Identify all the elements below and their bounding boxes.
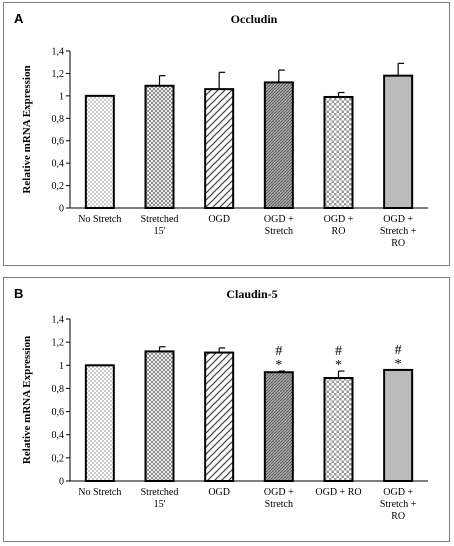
y-axis-label: Relative mRNA Expression: [21, 336, 33, 464]
category-label: OGD: [208, 487, 230, 498]
y-tick-label: 0,4: [52, 159, 65, 170]
y-tick-label: 0,6: [52, 407, 65, 418]
y-tick-label: 0,6: [52, 136, 65, 147]
bar: [144, 350, 175, 483]
y-tick-label: 1,4: [52, 315, 65, 326]
significance-star: *: [275, 358, 282, 373]
y-tick-label: 0,8: [52, 384, 65, 395]
significance-star: *: [335, 358, 342, 373]
panel-label: A: [14, 11, 24, 26]
bar: [204, 88, 235, 209]
y-tick-label: 1: [59, 361, 64, 372]
category-label: 15': [154, 226, 166, 237]
category-label: OGD: [208, 214, 230, 225]
category-label: OGD +: [383, 214, 413, 225]
category-label: OGD +: [264, 487, 294, 498]
category-label: RO: [391, 511, 405, 522]
category-label: Stretch +: [380, 499, 417, 510]
y-tick-label: 1,2: [52, 69, 65, 80]
chart-title: Claudin-5: [226, 287, 277, 301]
significance-hash: #: [395, 343, 402, 358]
bar: [383, 74, 414, 209]
category-label: Stretched: [141, 214, 179, 225]
category-label: No Stretch: [78, 487, 121, 498]
y-tick-label: 0: [59, 477, 64, 488]
category-label: OGD +: [264, 214, 294, 225]
y-tick-label: 1: [59, 91, 64, 102]
bar: [84, 364, 115, 482]
y-tick-label: 0: [59, 204, 64, 215]
category-label: Stretch +: [380, 226, 417, 237]
y-tick-label: 1,4: [52, 47, 65, 58]
significance-hash: #: [335, 344, 342, 359]
y-axis-label: Relative mRNA Expression: [21, 65, 33, 193]
category-label: 15': [154, 499, 166, 510]
category-label: No Stretch: [78, 214, 121, 225]
panel-b: B Claudin-5 Relative mRNA Expression 0 0,2 0,…: [3, 277, 450, 542]
significance-hash: #: [275, 344, 282, 359]
panel-label: B: [14, 286, 23, 301]
category-label: Stretched: [141, 487, 179, 498]
category-label: OGD + RO: [315, 487, 361, 498]
y-tick-label: 1,2: [52, 338, 65, 349]
bar: [204, 351, 235, 482]
category-label: Stretch: [265, 226, 293, 237]
significance-star: *: [395, 357, 402, 372]
bar: [84, 94, 115, 209]
bar: [263, 371, 294, 482]
y-tick-label: 0,2: [52, 181, 65, 192]
category-label: Stretch: [265, 499, 293, 510]
y-tick-label: 0,2: [52, 453, 65, 464]
category-label: RO: [332, 226, 346, 237]
bar: [263, 81, 294, 209]
bar: [323, 95, 354, 209]
bar: [144, 84, 175, 209]
y-tick-label: 0,8: [52, 114, 65, 125]
occludin-chart: A Occludin Relative mRNA Expression 0 0,2 0,4…: [14, 11, 428, 249]
bar: [323, 377, 354, 482]
chart-title: Occludin: [231, 12, 278, 26]
category-label: RO: [391, 238, 405, 249]
panel-a: A Occludin Relative mRNA Expression 0 0,2 0,4…: [3, 2, 450, 266]
y-tick-label: 0,4: [52, 430, 65, 441]
claudin5-chart: B Claudin-5 Relative mRNA Expression 0 0,2 0,…: [14, 286, 428, 522]
category-label: OGD +: [324, 214, 354, 225]
bar: [383, 368, 414, 482]
category-label: OGD +: [383, 487, 413, 498]
